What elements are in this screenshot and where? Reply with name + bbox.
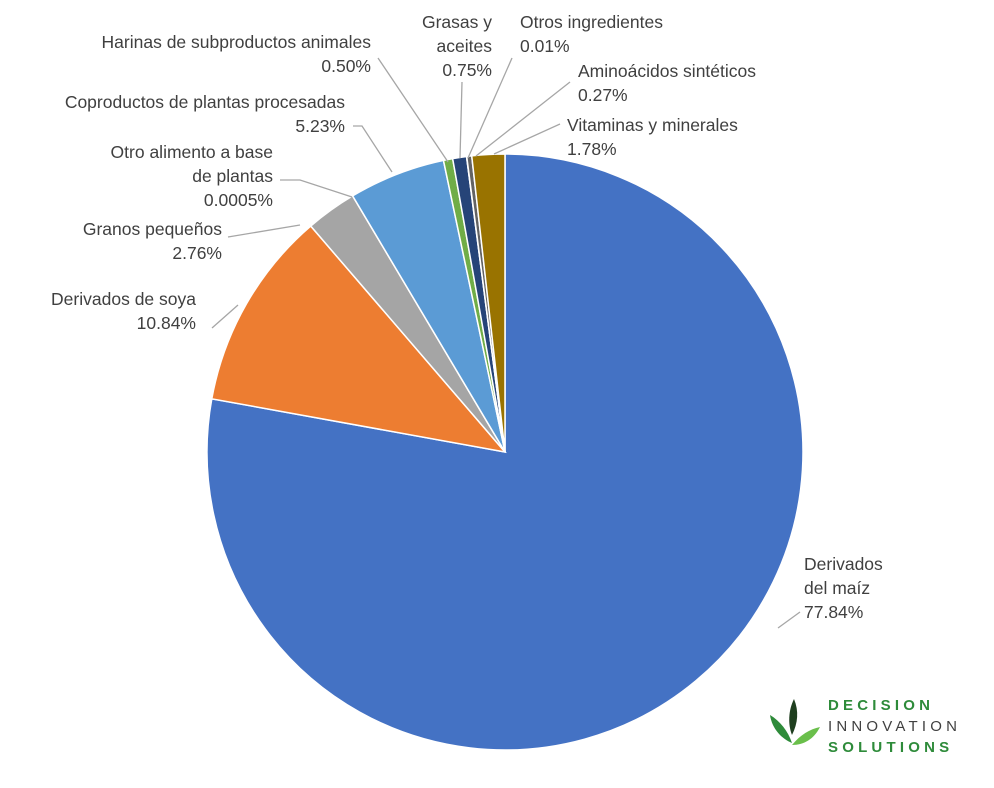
pie-slices bbox=[206, 153, 804, 751]
data-label-line: Granos pequeños bbox=[83, 219, 222, 239]
leader-line-7 bbox=[459, 81, 463, 159]
data-label-2: Derivados de soya 10.84% bbox=[51, 289, 196, 333]
leader-line-6 bbox=[377, 57, 449, 163]
leader-lines bbox=[211, 57, 801, 629]
data-label-line: 0.27% bbox=[578, 85, 628, 105]
data-label-3: Granos pequeños 2.76% bbox=[83, 219, 222, 263]
data-label-line: 0.01% bbox=[520, 36, 570, 56]
company-logo: DECISION INNOVATION SOLUTIONS bbox=[762, 695, 972, 765]
data-label-5: Coproductos de plantas procesadas 5.23% bbox=[65, 92, 345, 136]
leaf-icon bbox=[770, 699, 820, 745]
data-label-10: Vitaminas y minerales 1.78% bbox=[567, 115, 738, 159]
leader-line-2 bbox=[211, 304, 239, 329]
pie-slice-10 bbox=[470, 153, 506, 453]
leader-line-4 bbox=[280, 179, 353, 198]
data-label-9: Aminoácidos sintéticos 0.27% bbox=[578, 61, 756, 105]
data-label-line: Otros ingredientes bbox=[520, 12, 663, 32]
leader-line-8 bbox=[467, 57, 513, 159]
leader-line-10 bbox=[493, 123, 561, 155]
data-label-line: Derivados de soya bbox=[51, 289, 196, 309]
data-label-line: Derivados bbox=[804, 554, 883, 574]
data-label-line: Harinas de subproductos animales bbox=[102, 32, 372, 52]
data-label-7: Grasas y aceites 0.75% bbox=[422, 12, 492, 80]
data-label-line: Vitaminas y minerales bbox=[567, 115, 738, 135]
pie-slice-1 bbox=[206, 153, 804, 751]
data-label-line: 2.76% bbox=[172, 243, 222, 263]
data-label-4: Otro alimento a base de plantas 0.0005% bbox=[111, 142, 274, 210]
data-label-line: aceites bbox=[437, 36, 493, 56]
data-label-line: 0.0005% bbox=[204, 190, 273, 210]
logo-line-decision: DECISION bbox=[828, 697, 935, 714]
logo-line-solutions: SOLUTIONS bbox=[828, 739, 954, 756]
data-label-line: 0.50% bbox=[321, 56, 371, 76]
data-label-line: Coproductos de plantas procesadas bbox=[65, 92, 345, 112]
pie-slice-2 bbox=[210, 224, 507, 454]
data-label-1: Derivados del maíz 77.84% bbox=[804, 554, 883, 622]
leader-line-5 bbox=[353, 125, 393, 173]
data-label-8: Otros ingredientes 0.01% bbox=[520, 12, 663, 56]
logo-line-innovation: INNOVATION bbox=[828, 718, 962, 735]
data-label-line: Grasas y bbox=[422, 12, 492, 32]
data-label-line: 1.78% bbox=[567, 139, 617, 159]
data-label-line: de plantas bbox=[192, 166, 273, 186]
data-label-line: Otro alimento a base bbox=[111, 142, 273, 162]
data-labels: Derivados del maíz 77.84% Derivados de soya… bbox=[51, 12, 883, 622]
data-label-line: del maíz bbox=[804, 578, 870, 598]
data-label-line: 5.23% bbox=[295, 116, 345, 136]
leader-line-1 bbox=[777, 611, 801, 629]
data-label-line: 0.75% bbox=[442, 60, 492, 80]
leader-line-9 bbox=[475, 81, 571, 157]
data-label-line: 77.84% bbox=[804, 602, 863, 622]
data-label-line: Aminoácidos sintéticos bbox=[578, 61, 756, 81]
data-label-6: Harinas de subproductos animales 0.50% bbox=[102, 32, 372, 76]
leader-line-3 bbox=[227, 224, 301, 238]
data-label-line: 10.84% bbox=[137, 313, 196, 333]
